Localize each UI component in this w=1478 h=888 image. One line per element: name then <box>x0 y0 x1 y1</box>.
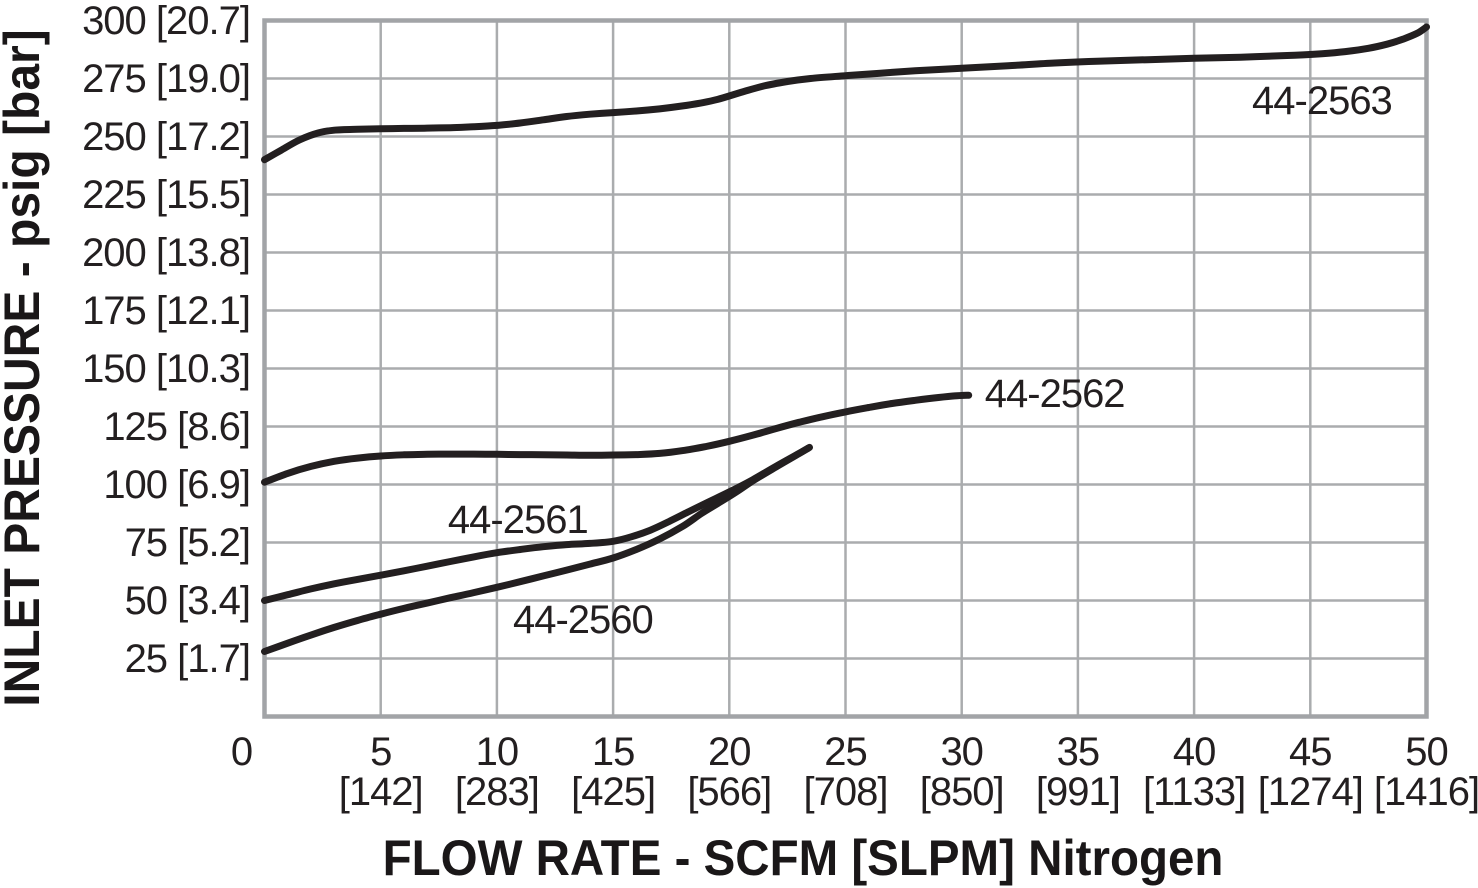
curve-44-2561 <box>261 444 812 604</box>
x-tick-label-slpm: [142] <box>338 770 424 814</box>
x-tick-label-slpm: [283] <box>454 770 540 814</box>
x-tick-label-slpm: [1416] <box>1373 770 1478 814</box>
curve-label-44-2560: 44-2560 <box>512 598 654 643</box>
y-axis-title: INLET PRESSURE - psig [bar] <box>0 29 50 707</box>
y-tick-label: 75 [5.2] <box>124 520 251 565</box>
y-tick-label: 50 [3.4] <box>124 578 251 623</box>
x-tick-label-scfm: 50 <box>1405 730 1448 774</box>
curve-label-44-2561: 44-2561 <box>447 498 589 543</box>
x-tick-label-scfm: 5 <box>370 730 392 774</box>
curve-label-44-2563: 44-2563 <box>1252 78 1393 123</box>
x-tick-label-scfm: 15 <box>591 730 635 774</box>
x-tick-label-scfm: 30 <box>940 730 983 774</box>
curve-label-44-2562: 44-2562 <box>984 372 1126 417</box>
y-tick-label: 200 [13.8] <box>82 230 251 275</box>
x-tick-label-scfm: 40 <box>1172 730 1216 774</box>
x-axis-title: FLOW RATE - SCFM [SLPM] Nitrogen <box>382 830 1224 886</box>
y-tick-label: 300 [20.7] <box>82 0 251 43</box>
y-tick-label: 100 [6.9] <box>103 462 251 507</box>
y-tick-label: 175 [12.1] <box>82 288 251 333</box>
x-tick-label-slpm: [425] <box>571 770 656 814</box>
x-tick-label-slpm: [1133] <box>1142 770 1246 814</box>
x-tick-label-scfm: 10 <box>475 730 519 774</box>
curve-44-2562 <box>261 391 973 486</box>
x-tick-label-scfm: 20 <box>708 730 751 774</box>
curve-44-2563 <box>261 23 1430 164</box>
y-tick-label: 275 [19.0] <box>82 56 251 101</box>
x-tick-label-slpm: [708] <box>803 770 889 814</box>
y-tick-label: 150 [10.3] <box>82 346 251 391</box>
x-tick-label-scfm: 25 <box>824 730 867 774</box>
x-tick-label-scfm: 35 <box>1056 730 1100 774</box>
x-tick-label-slpm: [991] <box>1035 770 1121 814</box>
y-tick-label: 125 [8.6] <box>103 404 251 449</box>
y-tick-label: 25 [1.7] <box>124 636 251 681</box>
x-tick-label-scfm: 45 <box>1289 730 1332 774</box>
x-tick-label-scfm: 0 <box>230 730 253 774</box>
x-tick-label-slpm: [850] <box>919 770 1005 814</box>
y-tick-label: 250 [17.2] <box>82 114 251 159</box>
x-tick-label-slpm: [1274] <box>1257 770 1364 814</box>
x-tick-label-slpm: [566] <box>687 770 772 814</box>
plot-border <box>262 18 1429 719</box>
y-tick-label: 225 [15.5] <box>82 172 251 217</box>
